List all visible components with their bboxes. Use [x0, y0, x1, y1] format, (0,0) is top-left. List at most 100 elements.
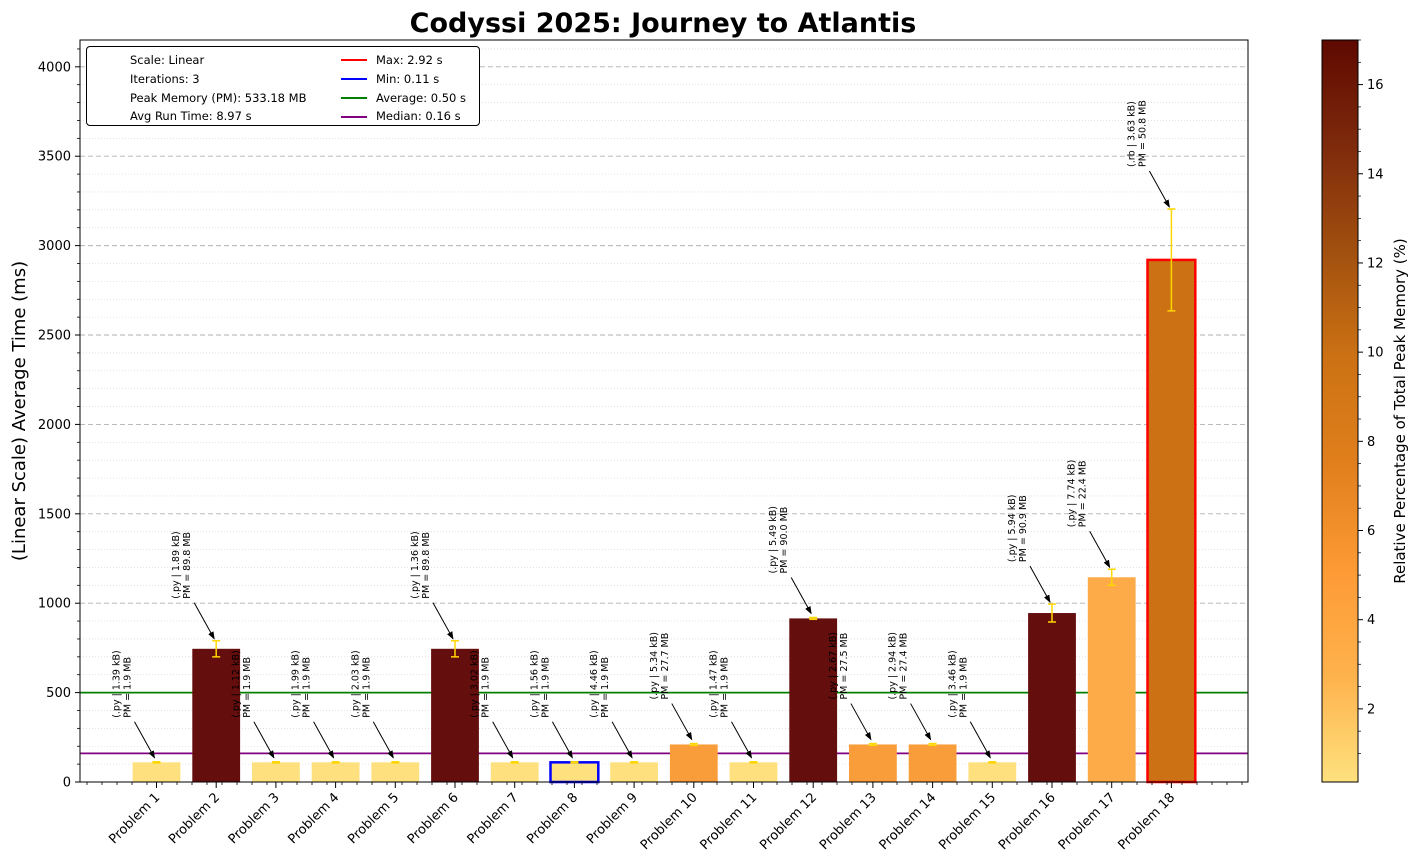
error-bar [510, 761, 519, 764]
y-tick-label: 500 [46, 686, 71, 701]
annotation-peak-memory: PM = 27.7 MB [660, 633, 671, 700]
annotation-peak-memory: PM = 1.9 MB [720, 657, 731, 718]
annotation-file-info: (.py | 2.94 kB) [888, 632, 899, 700]
colorbar-tick-label: 4 [1367, 613, 1375, 628]
bar [610, 762, 658, 782]
bar-annotation: (.py | 7.74 kB) PM = 22.4 MB [1067, 460, 1111, 569]
annotation-file-info: (.py | 2.03 kB) [350, 650, 361, 718]
error-bar [271, 761, 280, 764]
bar-annotation: (.py | 5.34 kB) PM = 27.7 MB [649, 632, 693, 741]
x-tick-label: Problem 12 [757, 790, 820, 853]
bar [908, 744, 957, 782]
bar-annotation: (.py | 1.12 kB) PM = 1.9 MB [231, 650, 275, 759]
x-tick-label: Problem 10 [638, 790, 701, 853]
annotation-arrow [1029, 565, 1051, 603]
annotation-arrow [432, 602, 454, 640]
colorbar-tick-label: 8 [1367, 435, 1375, 450]
error-bars-layer [152, 208, 1176, 764]
bar [192, 648, 241, 782]
colorbar-tick-label: 12 [1367, 256, 1384, 271]
error-bar [749, 761, 758, 764]
x-tick-label: Problem 1 [106, 790, 163, 847]
x-tick-label: Problem 5 [345, 790, 402, 847]
annotation-file-info: (.py | 1.12 kB) [231, 650, 242, 718]
annotation-peak-memory: PM = 1.9 MB [242, 657, 253, 718]
legend-lines-column: Max: 2.92 s Min: 0.11 s Average: 0.50 s … [341, 51, 466, 126]
x-tick-label: Problem 2 [166, 790, 223, 847]
bar-annotation: (.py | 5.49 kB) PM = 90.0 MB [768, 506, 812, 615]
annotation-arrow [193, 602, 215, 640]
annotation-peak-memory: PM = 50.8 MB [1137, 100, 1148, 167]
error-bar [212, 640, 221, 658]
legend-entry-median: Median: 0.16 s [341, 107, 466, 126]
bar [789, 618, 838, 782]
grid-layer [80, 48, 1248, 765]
annotation-file-info: (.rb | 3.63 kB) [1126, 101, 1137, 167]
annotation-file-info: (.py | 4.46 kB) [589, 650, 600, 718]
x-tick-label: Problem 7 [465, 790, 522, 847]
annotation-arrow [969, 721, 991, 759]
bar [549, 761, 600, 784]
annotation-arrow [1089, 530, 1111, 569]
bar-annotation: (.py | 2.67 kB) PM = 27.5 MB [828, 632, 872, 741]
annotation-peak-memory: PM = 1.9 MB [481, 657, 492, 718]
y-tick-label: 4000 [38, 60, 71, 75]
legend-entry-max: Max: 2.92 s [341, 51, 466, 70]
bar [431, 648, 479, 782]
annotation-file-info: (.py | 1.99 kB) [291, 650, 302, 718]
error-bar [689, 742, 698, 747]
annotation-arrow [253, 721, 275, 759]
legend-entry-iterations: Iterations: 3 [130, 71, 200, 86]
annotation-file-info: (.py | 3.02 kB) [470, 650, 481, 718]
annotation-file-info: (.py | 1.89 kB) [171, 531, 182, 599]
bar-annotation: (.py | 2.94 kB) PM = 27.4 MB [888, 632, 932, 741]
bar [968, 762, 1017, 782]
x-tick-label: Problem 11 [698, 790, 761, 853]
legend-info-column: Scale: Linear Iterations: 3 Peak Memory … [95, 51, 306, 126]
annotation-file-info: (.py | 3.46 kB) [947, 650, 958, 718]
annotation-peak-memory: PM = 27.5 MB [839, 633, 850, 700]
annotation-peak-memory: PM = 1.9 MB [958, 657, 969, 718]
y-tick-label: 0 [63, 776, 71, 791]
annotation-peak-memory: PM = 1.9 MB [361, 657, 372, 718]
bar-annotation: (.py | 1.47 kB) PM = 1.9 MB [709, 650, 752, 759]
annotation-peak-memory: PM = 1.9 MB [302, 657, 313, 718]
x-tick-label: Problem 18 [1115, 790, 1178, 853]
x-tick-label: Problem 3 [226, 790, 283, 847]
error-bar [1167, 208, 1176, 312]
annotation-arrow [611, 721, 633, 759]
bar [849, 744, 897, 782]
bar [252, 762, 300, 782]
x-tick-label: Problem 14 [877, 790, 940, 853]
annotation-peak-memory: PM = 1.9 MB [540, 657, 551, 718]
annotation-file-info: (.py | 1.36 kB) [410, 531, 421, 599]
x-tick-label: Problem 16 [996, 790, 1059, 853]
annotation-arrow [850, 703, 872, 741]
y-tick-label: 3000 [38, 239, 71, 254]
y-tick-label: 2000 [38, 418, 71, 433]
annotation-arrow [790, 577, 812, 615]
legend-entry-avg-run-time: Avg Run Time: 8.97 s [130, 109, 252, 124]
annotation-file-info: (.py | 7.74 kB) [1067, 460, 1078, 528]
y-tick-label: 3500 [38, 150, 71, 165]
bar [1087, 577, 1136, 782]
bar-annotation: (.rb | 3.63 kB) PM = 50.8 MB [1126, 100, 1170, 208]
legend: Scale: Linear Iterations: 3 Peak Memory … [86, 46, 480, 126]
colorbar-tick-label: 14 [1367, 167, 1384, 182]
error-bar [391, 761, 400, 764]
annotation-arrow [1148, 170, 1170, 208]
bar [490, 762, 539, 782]
bar-annotation: (.py | 1.39 kB) PM = 1.9 MB [112, 650, 155, 759]
bar-annotation: (.py | 4.46 kB) PM = 1.9 MB [589, 650, 633, 759]
bar [1028, 613, 1076, 782]
legend-entry-scale: Scale: Linear [130, 53, 205, 67]
x-tick-label: Problem 13 [817, 790, 880, 853]
bar [311, 762, 360, 782]
annotation-file-info: (.py | 5.49 kB) [768, 506, 779, 574]
annotation-file-info: (.py | 1.56 kB) [529, 650, 540, 718]
error-bar [988, 761, 997, 764]
colorbar-label: Relative Percentage of Total Peak Memory… [1391, 238, 1409, 584]
annotation-arrow [731, 721, 752, 759]
colorbar-tick-label: 10 [1367, 346, 1384, 361]
